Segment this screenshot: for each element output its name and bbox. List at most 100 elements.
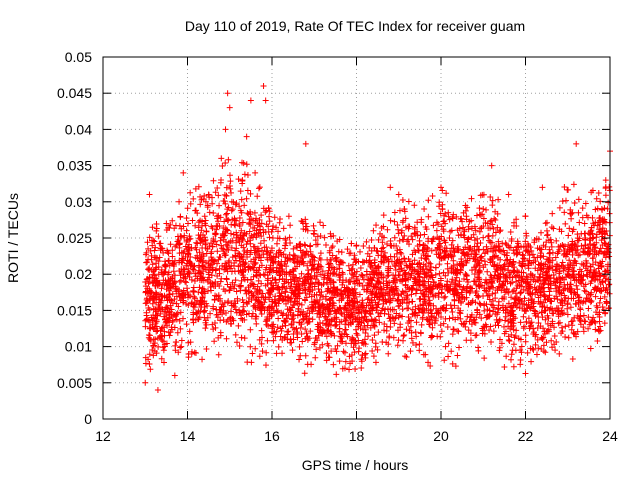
data-point (227, 230, 234, 237)
data-point (544, 231, 551, 238)
data-point (187, 235, 194, 242)
data-point (381, 327, 388, 334)
data-point (448, 241, 455, 248)
data-point (169, 217, 176, 224)
data-point (185, 220, 192, 227)
data-point (296, 343, 303, 350)
data-point (235, 322, 242, 329)
data-point (290, 252, 297, 259)
data-point (467, 337, 474, 344)
y-tick-label: 0.04 (65, 121, 92, 137)
data-point (454, 352, 461, 359)
data-point (421, 231, 428, 238)
data-point (247, 190, 254, 197)
data-point (573, 140, 580, 147)
y-tick-label: 0.025 (57, 230, 92, 246)
data-point (472, 319, 479, 326)
data-point (370, 353, 377, 360)
data-point (597, 281, 604, 288)
data-point (400, 289, 407, 296)
data-point (270, 223, 277, 230)
data-point (564, 305, 571, 312)
data-point (243, 287, 250, 294)
data-point (489, 202, 496, 209)
data-point (217, 237, 224, 244)
data-point (412, 329, 419, 336)
data-point (400, 337, 407, 344)
data-point (224, 90, 231, 97)
data-point (209, 200, 216, 207)
data-point (408, 335, 415, 342)
data-point (244, 247, 251, 254)
data-point (144, 239, 151, 246)
data-point (520, 255, 527, 262)
data-point (232, 277, 239, 284)
data-point (503, 252, 510, 259)
data-point (505, 333, 512, 340)
data-point (394, 342, 401, 349)
data-point (422, 263, 429, 270)
data-point (484, 268, 491, 275)
data-point (532, 341, 539, 348)
data-point (418, 219, 425, 226)
data-point (302, 140, 309, 147)
data-point (244, 359, 251, 366)
data-point (528, 319, 535, 326)
data-point (401, 232, 408, 239)
data-point (535, 345, 542, 352)
data-point (187, 189, 194, 196)
data-point (216, 202, 223, 209)
y-tick-label: 0.02 (65, 266, 92, 282)
data-point (241, 335, 248, 342)
data-point (387, 217, 394, 224)
data-point (551, 332, 558, 339)
data-point (360, 243, 367, 250)
data-point (257, 229, 264, 236)
data-point (338, 249, 345, 256)
data-point (384, 226, 391, 233)
data-point (402, 353, 409, 360)
data-point (160, 249, 167, 256)
data-point (522, 332, 529, 339)
data-point (264, 337, 271, 344)
data-point (569, 356, 576, 363)
data-point (195, 183, 202, 190)
data-point (288, 321, 295, 328)
data-point (310, 222, 317, 229)
data-point (508, 356, 515, 363)
data-point (379, 239, 386, 246)
data-point (149, 346, 156, 353)
data-point (511, 268, 518, 275)
data-point (435, 241, 442, 248)
data-point (448, 279, 455, 286)
data-point (577, 318, 584, 325)
x-tick-label: 18 (349, 428, 365, 444)
data-point (528, 358, 535, 365)
data-point (501, 363, 508, 370)
data-point (197, 193, 204, 200)
data-point (233, 288, 240, 295)
data-point (317, 250, 324, 257)
data-point (465, 279, 472, 286)
data-point (319, 341, 326, 348)
data-point (354, 332, 361, 339)
data-point (551, 324, 558, 331)
data-point (492, 290, 499, 297)
data-point (233, 200, 240, 207)
data-point (295, 305, 302, 312)
data-point (487, 193, 494, 200)
data-point (198, 227, 205, 234)
data-point (178, 337, 185, 344)
data-point (258, 327, 265, 334)
y-tick-label: 0.035 (57, 158, 92, 174)
data-point (465, 235, 472, 242)
data-point (437, 322, 444, 329)
data-point (425, 359, 432, 366)
data-point (304, 361, 311, 368)
data-point (524, 349, 531, 356)
data-point (330, 361, 337, 368)
y-tick-label: 0.03 (65, 194, 92, 210)
data-point (152, 320, 159, 327)
data-point (440, 320, 447, 327)
data-point (480, 234, 487, 241)
